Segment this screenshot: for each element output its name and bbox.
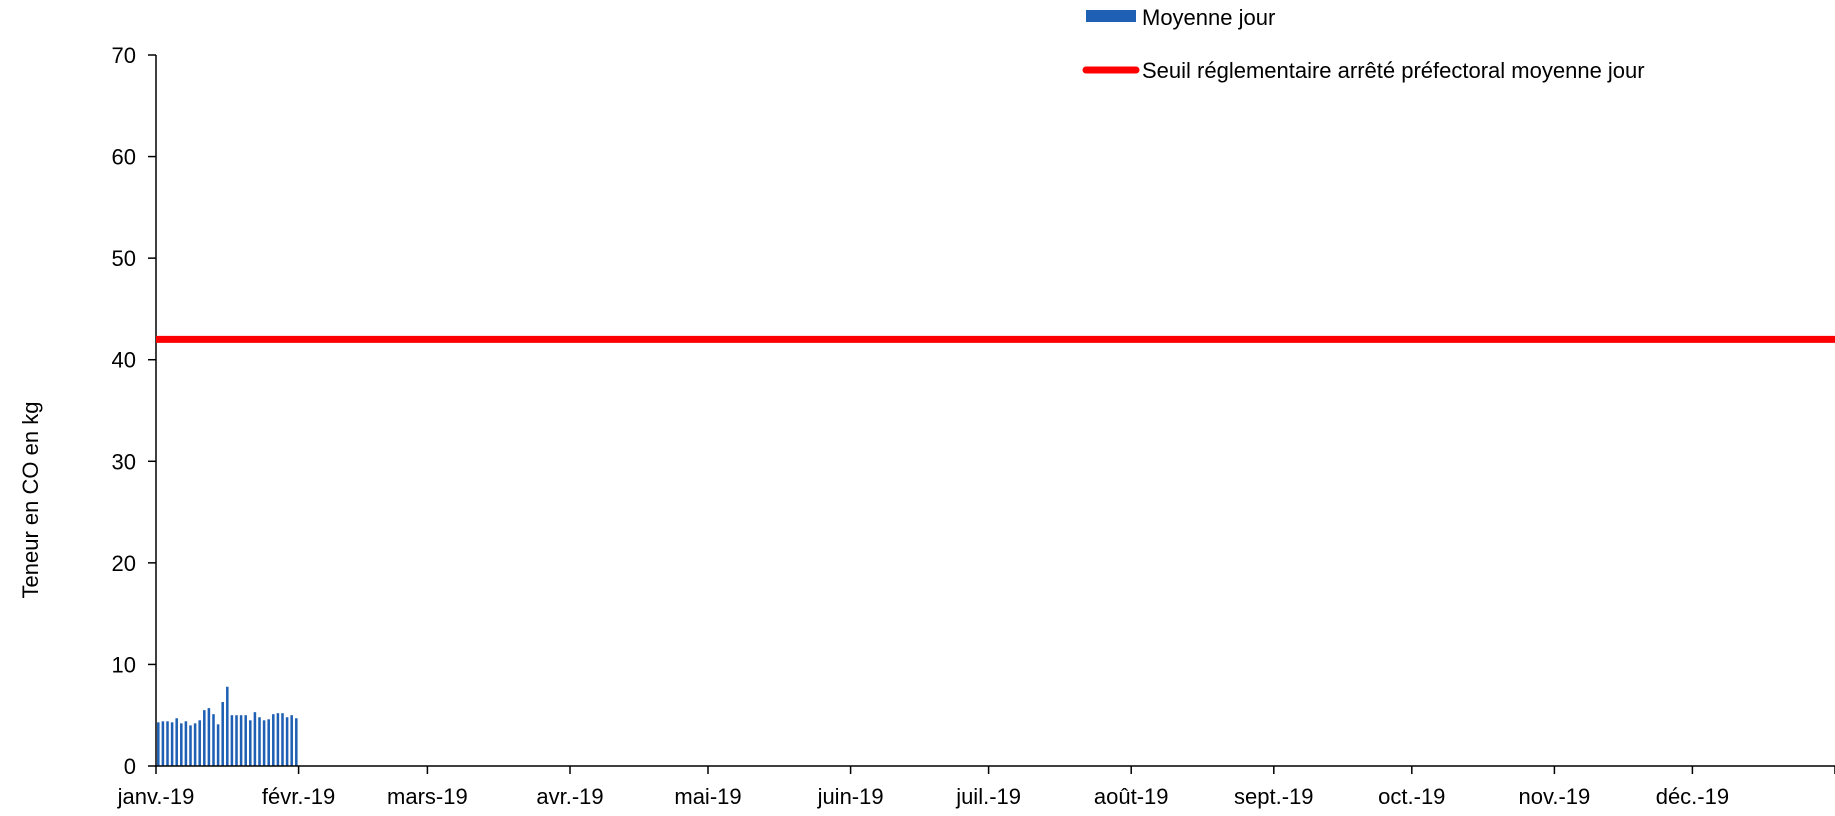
x-tick-label: juin-19	[817, 784, 884, 809]
bar	[230, 715, 234, 766]
bar	[216, 724, 220, 766]
x-tick-label: juil.-19	[955, 784, 1021, 809]
bar	[249, 720, 252, 766]
bar	[203, 710, 206, 766]
bar	[226, 686, 229, 766]
bar	[157, 722, 160, 766]
bar	[262, 720, 266, 766]
bar	[285, 717, 289, 766]
x-tick-label: mars-19	[387, 784, 468, 809]
bar	[244, 715, 247, 766]
bar	[276, 713, 280, 766]
bar	[295, 718, 298, 766]
x-tick-label: avr.-19	[536, 784, 603, 809]
bar	[207, 708, 211, 766]
y-tick-label: 70	[112, 43, 136, 68]
bar	[281, 713, 284, 766]
x-tick-label: déc.-19	[1656, 784, 1729, 809]
bar	[180, 723, 183, 766]
bar	[193, 723, 197, 766]
legend-swatch-bar	[1086, 10, 1136, 22]
y-tick-label: 30	[112, 449, 136, 474]
bar	[212, 714, 215, 766]
x-tick-label: janv.-19	[117, 784, 195, 809]
bar	[161, 721, 165, 766]
bar	[189, 725, 192, 766]
bar-series-group	[157, 686, 298, 766]
bar	[290, 715, 293, 766]
x-axis-ticks: janv.-19 févr.-19 mars-19 avr.-19 mai-19 juin…	[117, 766, 1835, 809]
y-tick-label: 20	[112, 551, 136, 576]
legend-label-bar: Moyenne jour	[1142, 5, 1275, 30]
x-tick-label: mai-19	[674, 784, 741, 809]
bar	[166, 721, 169, 766]
bar	[175, 718, 178, 766]
x-tick-label: sept.-19	[1234, 784, 1314, 809]
y-axis-ticks: 0 10 20 30 40 50 60 70	[112, 43, 156, 779]
y-tick-label: 0	[124, 754, 136, 779]
y-tick-label: 10	[112, 652, 136, 677]
bar	[235, 715, 238, 766]
y-tick-label: 50	[112, 246, 136, 271]
x-tick-label: févr.-19	[262, 784, 335, 809]
x-tick-label: oct.-19	[1378, 784, 1445, 809]
bar	[267, 719, 270, 766]
x-tick-label: nov.-19	[1519, 784, 1591, 809]
bar	[221, 702, 224, 766]
x-tick-label: août-19	[1094, 784, 1169, 809]
y-axis-title: Teneur en CO en kg	[18, 402, 43, 599]
y-tick-label: 60	[112, 145, 136, 170]
bar	[253, 712, 257, 766]
bar	[170, 722, 174, 766]
bar	[239, 715, 243, 766]
y-tick-label: 40	[112, 348, 136, 373]
bar	[272, 714, 275, 766]
legend: Moyenne jour Seuil réglementaire arrêté …	[1082, 5, 1645, 83]
bar	[258, 717, 261, 766]
bar	[198, 720, 201, 766]
bar	[184, 721, 188, 766]
legend-label-line: Seuil réglementaire arrêté préfectoral m…	[1142, 58, 1645, 83]
